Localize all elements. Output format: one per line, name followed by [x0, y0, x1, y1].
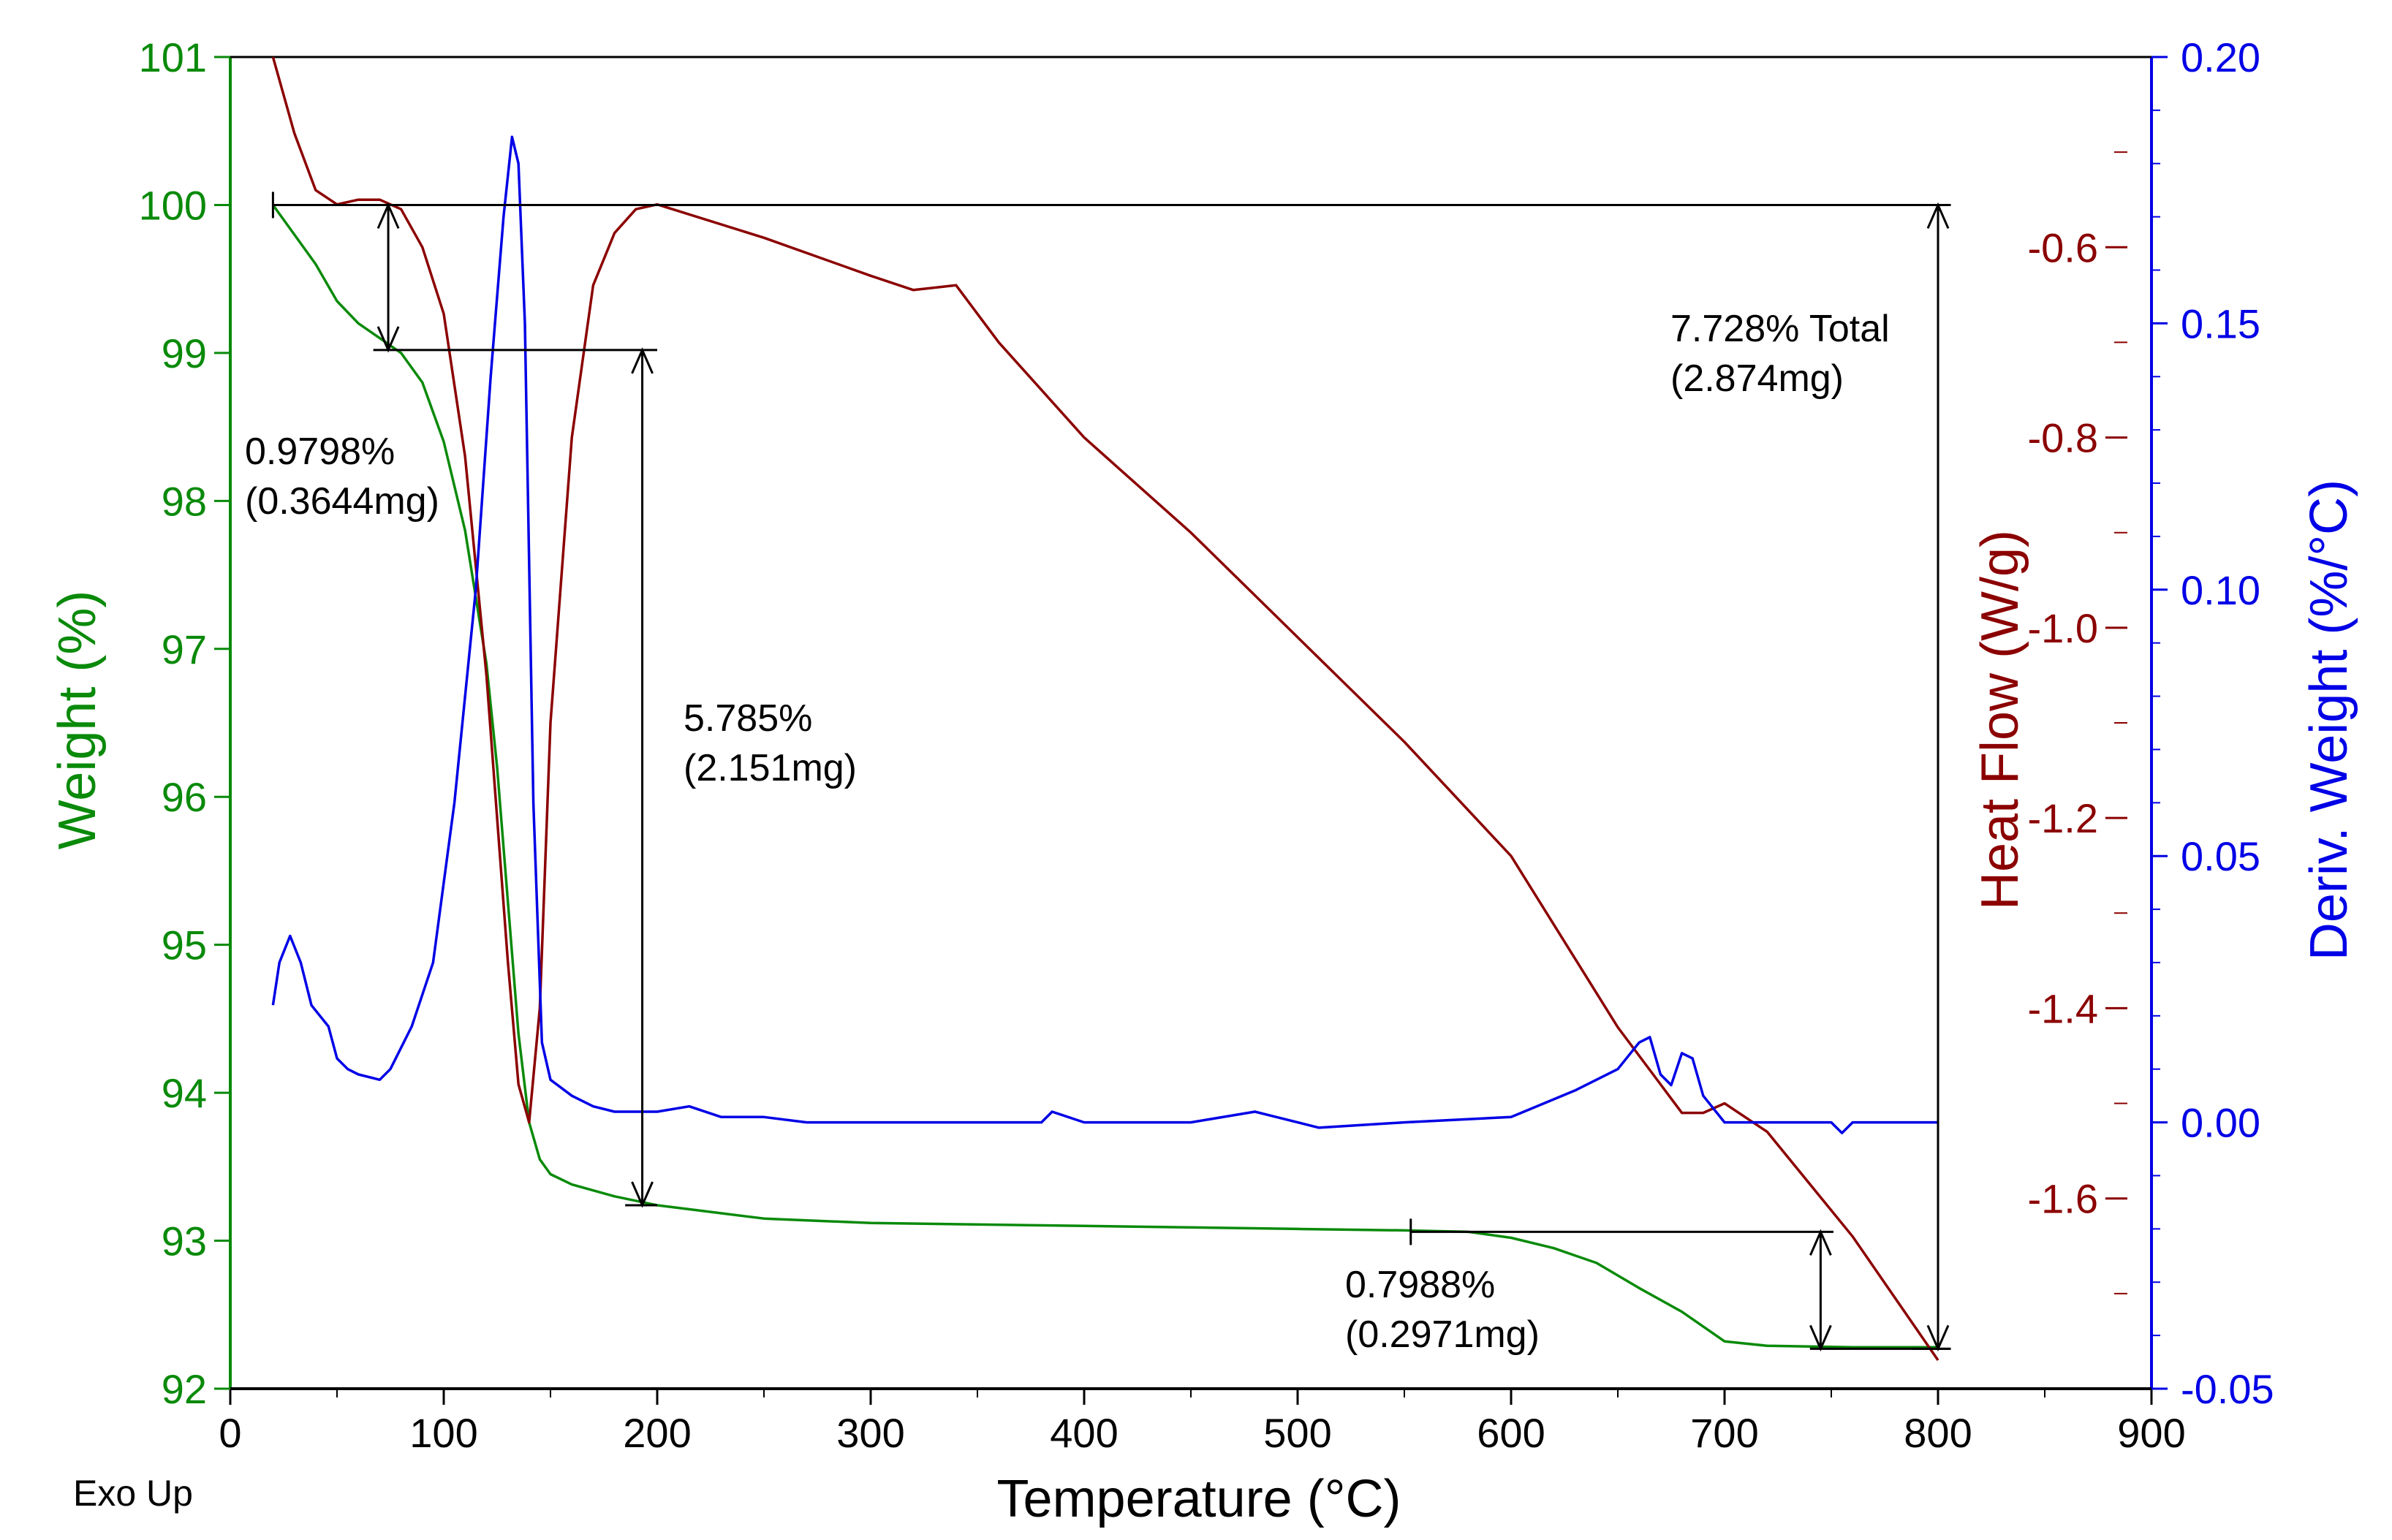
x-tick-label: 400 [1050, 1410, 1118, 1456]
x-tick-label: 600 [1477, 1410, 1545, 1456]
series-layer [271, 56, 1939, 1361]
heat-tick-label: -1.2 [2028, 795, 2099, 841]
x-tick-label: 500 [1263, 1410, 1331, 1456]
left-tick-label: 97 [162, 626, 207, 672]
x-tick-label: 200 [623, 1410, 691, 1456]
annotation-1-percent-label: 0.9798% [245, 430, 395, 473]
x-tick-label: 0 [219, 1410, 241, 1456]
left-tick-label: 98 [162, 478, 207, 524]
deriv-axis-title: Deriv. Weight (%/°C) [2300, 479, 2358, 960]
deriv-axis-ticks: -0.05 0.00 0.05 0.10 0.15 0.20 [2151, 34, 2274, 1412]
x-tick-label: 100 [409, 1410, 477, 1456]
left-tick-label: 101 [139, 34, 207, 80]
plot-frame [229, 56, 2153, 1390]
x-tick-label: 300 [836, 1410, 904, 1456]
deriv-tick-label: -0.05 [2181, 1366, 2274, 1412]
x-tick-label: 900 [2117, 1410, 2185, 1456]
left-tick-label: 100 [139, 182, 207, 228]
annotation-4-mass-label: (2.874mg) [1670, 357, 1844, 400]
deriv-tick-label: 0.20 [2181, 34, 2260, 80]
left-tick-label: 96 [162, 774, 207, 820]
left-tick-label: 95 [162, 922, 207, 968]
left-tick-label: 93 [162, 1218, 207, 1264]
heat-tick-label: -0.6 [2028, 224, 2099, 270]
annotation-layer: 0.9798% (0.3644mg) 5.785% (2.151mg) 0.7988% (… [245, 191, 1951, 1356]
weight-curve [271, 204, 1938, 1349]
annotation-4-arrow-head-top [1926, 202, 1950, 230]
annotation-4-percent-label: 7.728% Total [1670, 308, 1890, 350]
annotation-1-mass-label: (0.3644mg) [245, 480, 439, 523]
deriv-tick-label: 0.10 [2181, 567, 2260, 613]
annotation-3-mass-label: (0.2971mg) [1345, 1313, 1540, 1356]
heat-tick-label: -1.0 [2028, 605, 2099, 651]
annotation-4-arrow-head-bottom [1926, 1324, 1950, 1352]
exo-up-label: Exo Up [73, 1473, 193, 1514]
annotation-2-arrow-head-top [631, 347, 654, 374]
annotation-1-arrow-head-bottom [376, 326, 400, 353]
annotation-3-arrow-head-bottom [1809, 1324, 1832, 1352]
heat-tick-label: -1.6 [2028, 1176, 2099, 1222]
left-tick-label: 94 [162, 1070, 207, 1116]
left-tick-label: 92 [162, 1366, 207, 1412]
heat-flow-axis-title: Heat Flow (W/g) [1971, 530, 2029, 910]
left-axis-ticks: 92 93 94 95 96 97 98 99 100 101 [139, 34, 230, 1412]
annotation-2-arrow-head-bottom [631, 1181, 654, 1208]
deriv-tick-label: 0.05 [2181, 833, 2260, 879]
annotation-2-percent-label: 5.785% [684, 697, 812, 740]
x-tick-label: 800 [1904, 1410, 1972, 1456]
x-axis-title: Temperature (°C) [997, 1470, 1401, 1528]
annotation-3-percent-label: 0.7988% [1345, 1264, 1495, 1306]
annotation-3-arrow-head-top [1809, 1229, 1832, 1256]
annotation-2-mass-label: (2.151mg) [684, 747, 857, 789]
x-axis-ticks: 0 100 200 300 400 500 600 700 800 900 [219, 1389, 2186, 1456]
deriv-tick-label: 0.15 [2181, 300, 2260, 346]
heat-flow-axis-ticks: -1.6 -1.4 -1.2 -1.0 -0.8 -0.6 [2028, 151, 2127, 1294]
deriv-weight-curve [271, 135, 1938, 1134]
heat-flow-curve [271, 56, 1939, 1361]
x-tick-label: 700 [1690, 1410, 1758, 1456]
left-tick-label: 99 [162, 330, 207, 376]
heat-tick-label: -0.8 [2028, 415, 2099, 461]
deriv-tick-label: 0.00 [2181, 1100, 2260, 1146]
heat-tick-label: -1.4 [2028, 985, 2099, 1031]
left-axis-title: Weight (%) [48, 591, 107, 850]
